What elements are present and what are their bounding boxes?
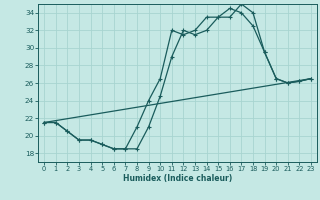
X-axis label: Humidex (Indice chaleur): Humidex (Indice chaleur)	[123, 174, 232, 183]
